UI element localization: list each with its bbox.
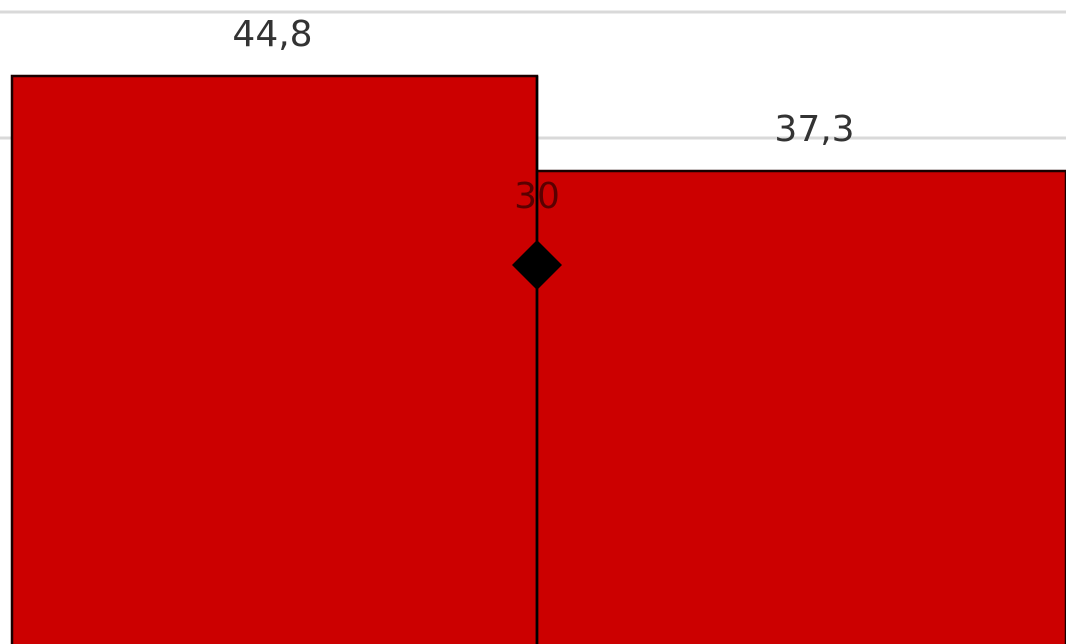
bar-1[interactable] — [10, 74, 539, 644]
target-marker-label: 30 — [514, 176, 560, 217]
value-labels: 44,8 37,3 — [232, 14, 854, 150]
bars — [10, 74, 1066, 644]
target-marker-diamond[interactable] — [512, 240, 562, 290]
bar-value-label-2: 37,3 — [774, 109, 854, 150]
target-marker-group: 30 — [512, 76, 562, 644]
bar-value-label-1: 44,8 — [232, 14, 312, 55]
bar-2[interactable] — [535, 169, 1066, 644]
